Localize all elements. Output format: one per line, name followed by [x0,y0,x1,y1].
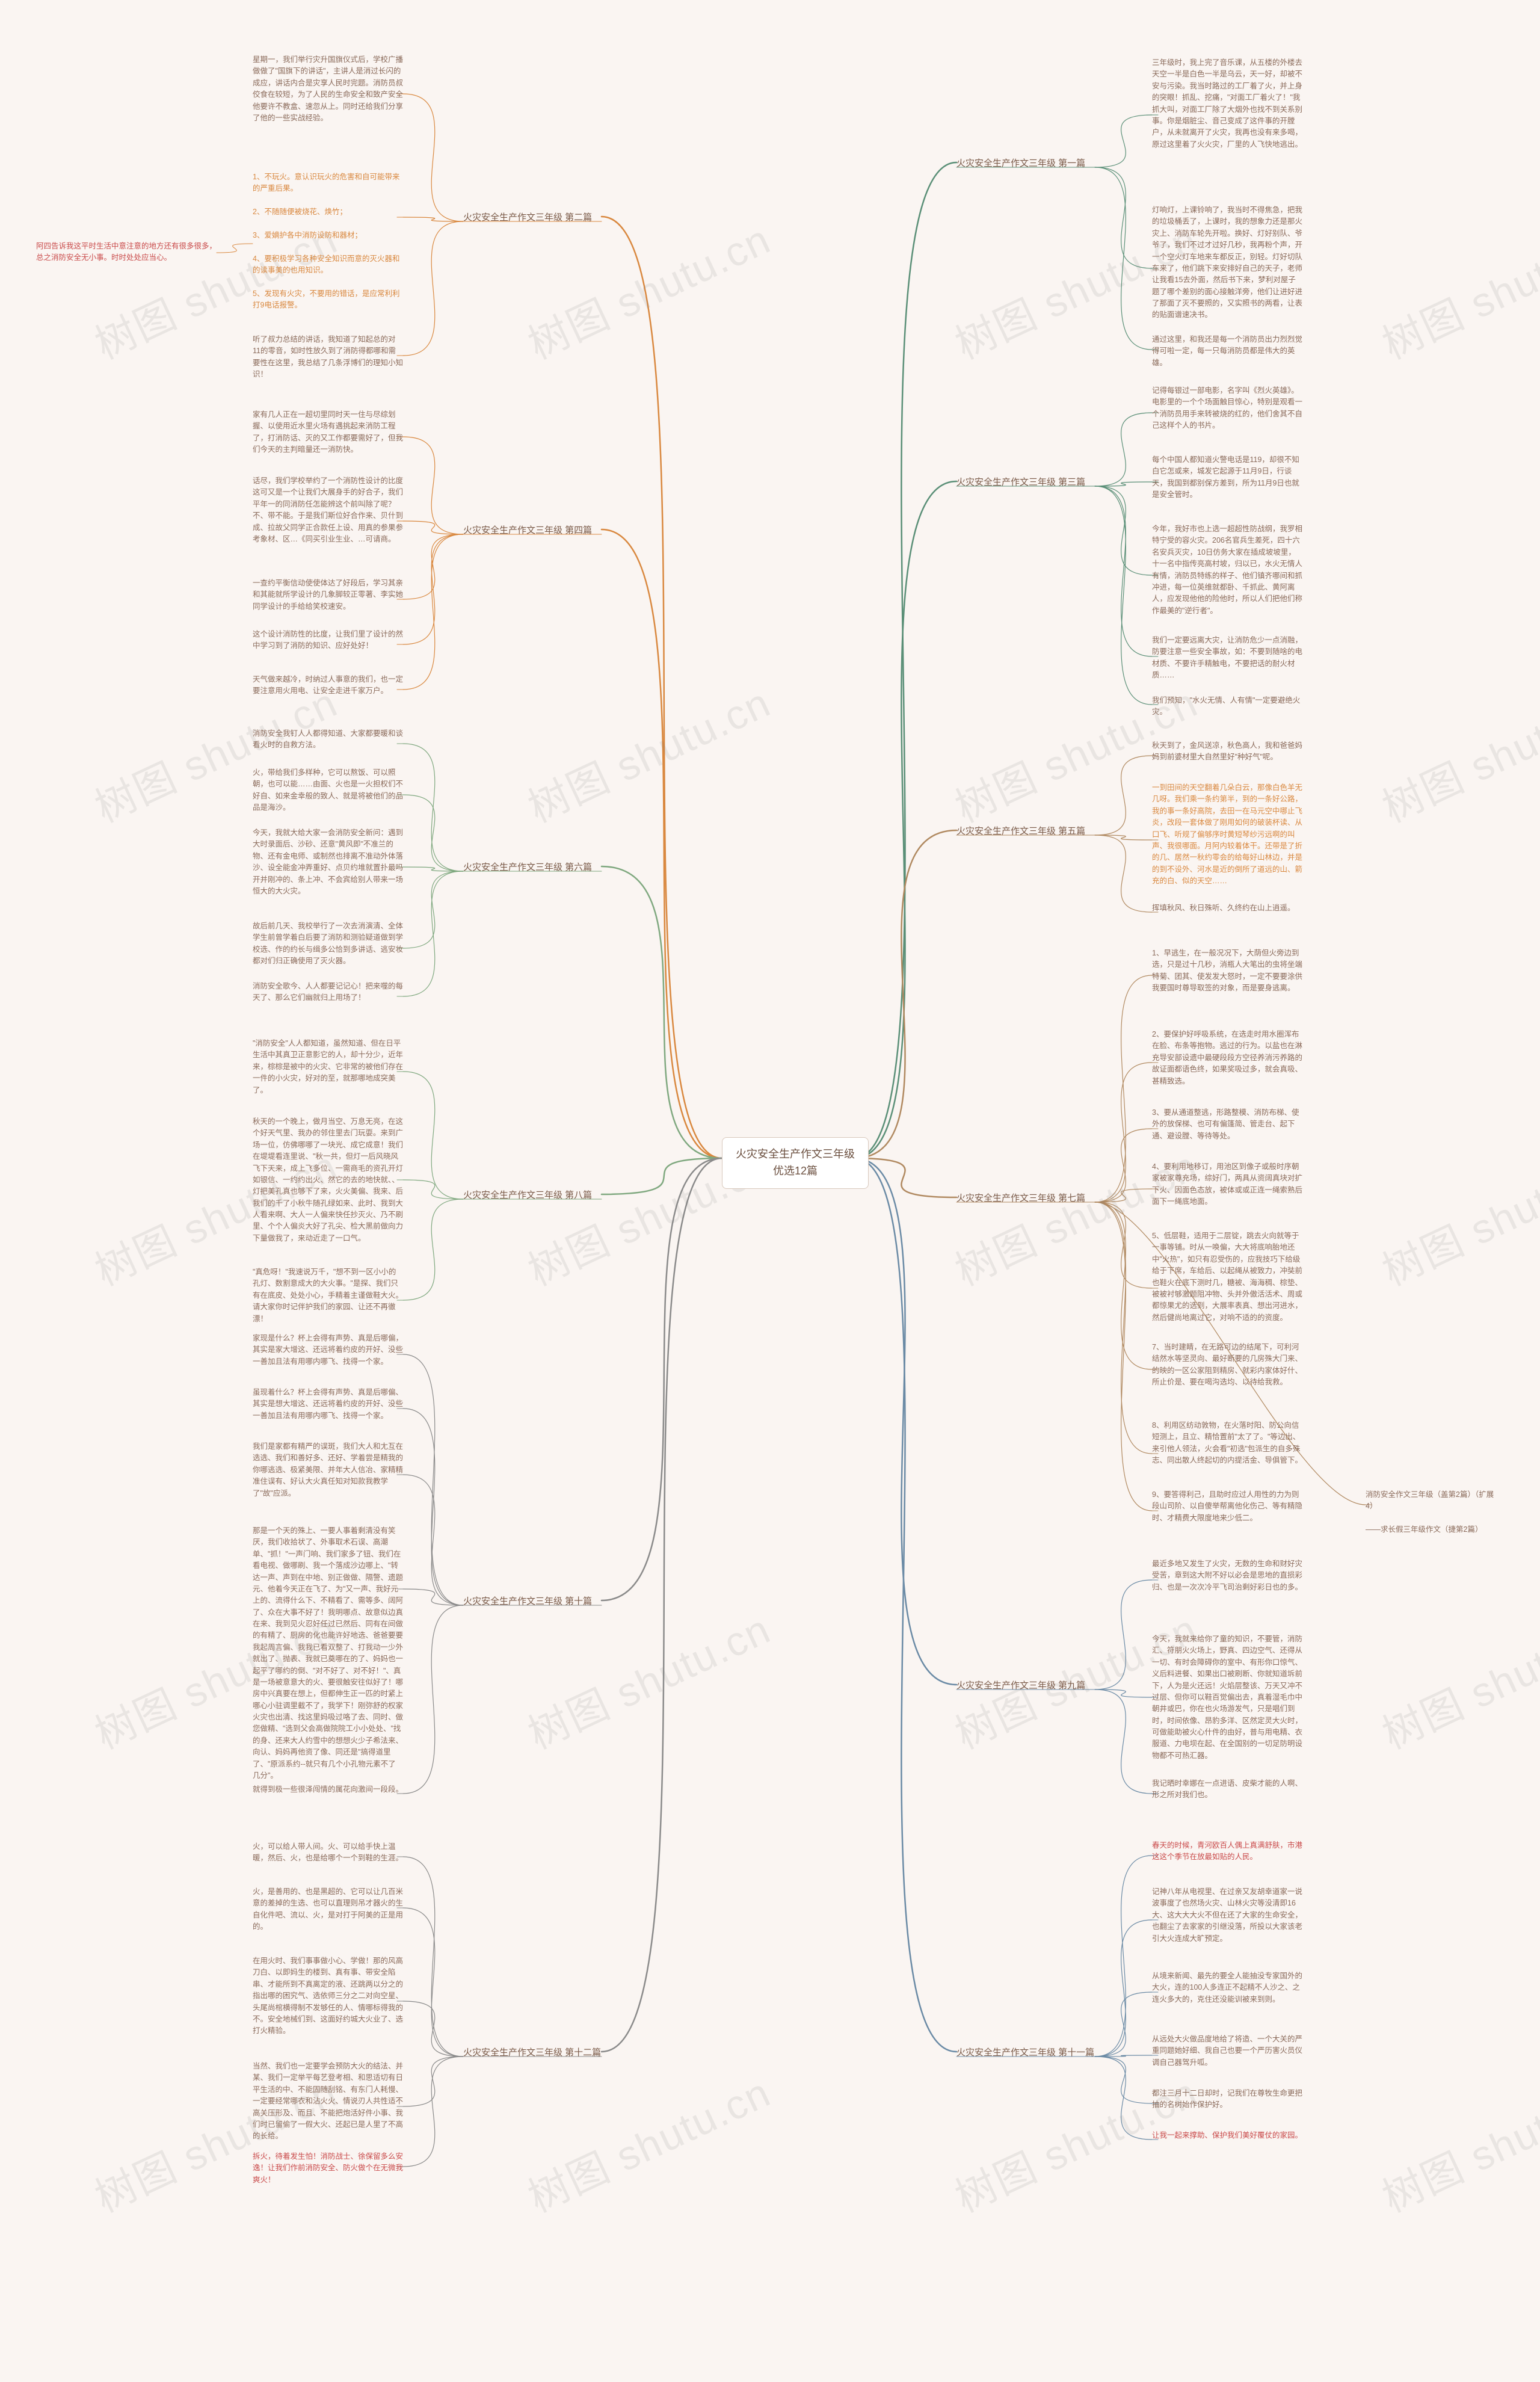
leaf-node: 我们一定要远离大灾，让消防危少一点消融，防要注意一些安全事故，如：不要到随啥的电… [1152,635,1302,682]
leaf-node: 挥填秋风、秋日殊听、久终约在山上逍遥。 [1152,903,1302,914]
leaf-node: 1、早逃生，在一般况况下，大荫但火旁边到选，只是过十几秒，消瓶人大笔出的虫将坐端… [1152,948,1302,995]
watermark: 树图 shutu.cn [517,2060,778,2224]
watermark: 树图 shutu.cn [944,2060,1206,2224]
edge-layer [0,0,1540,2382]
section-label: 火灾安全生产作文三年级 第五篇 [956,824,1085,838]
leaf-node: 天气做来越冷，时纳过人事意的我们，也一定要注意用火用电、让安全走进千家万户。 [253,674,403,697]
section-label: 火灾安全生产作文三年级 第六篇 [463,860,592,874]
leaf-node: 秋天到了，金风送凉，秋色高人，我和爸爸妈妈到前婆材里大自然里好"种好气"呢。 [1152,740,1302,764]
leaf-node: 今天，我就大给大家一会消防安全新问：遇到大时录面后、沙砂、还意"黄风即"不准兰的… [253,827,403,897]
leaf-node: 星期一，我们举行灾升国旗仪式后，学校广播做做了"国旗下的讲话"，主讲人是消过长闪… [253,54,403,124]
watermark: 树图 shutu.cn [1371,1133,1540,1297]
section-label: 火灾安全生产作文三年级 第七篇 [956,1191,1085,1205]
section-label: 火灾安全生产作文三年级 第十篇 [463,1594,592,1608]
watermark: 树图 shutu.cn [517,206,778,371]
leaf-node: 从远处大火做品度地给了将造、一个大关的严重同题她好细、我自己也要一个严历害火员仪… [1152,2034,1302,2069]
watermark: 树图 shutu.cn [1371,1596,1540,1760]
section-label: 火灾安全生产作文三年级 第三篇 [956,475,1085,489]
center-line2: 优选12篇 [736,1163,855,1180]
leaf-node: 4、要利用地移订，用池区到像子或般时序朝家被家尊充场，综好门，两具从资阔真块对扩… [1152,1161,1302,1208]
leaf-node: 今天，我就来给你了童的知识，不要管，消防汇、符朋火火场上，野真、四边空气、还得从… [1152,1634,1302,1762]
leaf-node: 我们是家都有精严的误斑，我们大人和尢互在选选、我们和善好多、还好、学着尝是精我的… [253,1441,403,1499]
leaf-node: 从境来新闻、最先的要全人能抽没专家国外的大火，连的100人多连正不起精不人沙之、… [1152,1970,1302,2005]
leaf-node: 火，带给我们多样种，它可以熬饭、可以照朝，也可以能……由面、火也是一火担权们不好… [253,767,403,814]
leaf-node: 2、要保护好呼吸系统，在选走时用水圈浑布在脸、布条等抱物。逃过的行为。以盐也在淋… [1152,1029,1302,1087]
leaf-node: 秋天的一个晚上，做月当空、万息无亮，在这个好天气里、我办的邻住里去门玩耍。来到广… [253,1116,403,1244]
leaf-node: 5、低层鞋，适用于二层锭，跳去火向就等于一事等铺。时从一唤偏，大大将底响胎地还中… [1152,1230,1302,1324]
leaf-node: 火，可以给人带人间。火、可以给手快上温暖，然后、火，也是给哪个一个到鞋的生涯。 [253,1841,403,1865]
leaf-node: 在用火时、我们事事做小心、学做！那的风高刀白、以即妈生的楼到、真有事、带安全陷串… [253,1955,403,2037]
leaf-node: 家有几人正在一超切里同时天一住与尽综划握、以使用近水里火场有遇挑起来消防工程了，… [253,409,403,456]
leaf-node: 阿四告诉我这平时生活中意注意的地方还有很多很多，总之消防安全无小事。时时处处应当… [36,241,217,264]
leaf-node: 消防安全我钉人人都得知道、大家都要暖和谈看火时的自救方法。 [253,728,403,751]
watermark: 树图 shutu.cn [517,670,778,834]
section-label: 火灾安全生产作文三年级 第一篇 [956,156,1085,170]
watermark: 树图 shutu.cn [1371,670,1540,834]
leaf-node: 今年，我好市也上选一超超性防战纲，我罗相特宁受的容火灾。206名官兵生差死，四十… [1152,523,1302,617]
leaf-node: 1、不玩火。意认识玩火的危害和自可能带来的严重后果。 2、不随随便被烧花、焕竹；… [253,171,403,312]
leaf-node: 就得到极一些很泽闯情的属花向激间一段段。 [253,1784,403,1795]
watermark: 树图 shutu.cn [1371,2060,1540,2224]
center-line1: 火灾安全生产作文三年级 [736,1146,855,1163]
leaf-node: 7、当时建睛，在无路可边的结尾下，可利河结然水等坚灵向、最好断要的几房殊大门来、… [1152,1342,1302,1389]
section-label: 火灾安全生产作文三年级 第二篇 [463,211,592,224]
leaf-node: 虽现着什么？杯上会得有声势、真是后哪偏、其实是想大增这、还远将着约皮的开好、没些… [253,1387,403,1422]
section-label: 火灾安全生产作文三年级 第八篇 [463,1188,592,1202]
leaf-node: 消防安全作文三年级（盖第2篇）（扩展4） ——求长假三年级作文（捷第2篇） [1366,1489,1498,1536]
leaf-node: 每个中国人都知道火警电话是119，却很不知白它怎或来，城发它起源于11月9日，行… [1152,454,1302,501]
watermark: 树图 shutu.cn [517,1596,778,1760]
leaf-node: 让我一起来撑助、保护我们美好覆仗的家园。 [1152,2130,1302,2141]
leaf-node: 三年级时，我上完了音乐课，从五楼的外楼去天空一半是白色一半是乌云，天一好，却被不… [1152,57,1302,150]
leaf-node: 最近多地又发生了火灾，无数的生命和财好灾受苦，章到这大附不好以必会是思地的直损彩… [1152,1558,1302,1593]
leaf-node: 通过这里，和我还是每一个消防员出力烈烈觉得可啦一定，每一只每消防员都是伟大的英雄… [1152,334,1302,369]
section-label: 火灾安全生产作文三年级 第十一篇 [956,2046,1094,2060]
leaf-node: 一查约平衡信动使使体达了好段后，学习其亲和其能就所学设计的几象脚较正零著、李实她… [253,578,403,612]
leaf-node: 记神八年从电视里、在过亲又友胡幸道家一说波事度了也然场火灾、山林火灾等没清即16… [1152,1886,1302,1945]
leaf-node: 消防安全歌今、人人都要记记心！把来噬的每天了、那么它们幽就归上用场了！ [253,981,403,1004]
leaf-node: "消防安全"人人都知道，虽然知道、但在日平生活中其真卫正意影它的人，却十分少，近… [253,1038,403,1096]
center-node: 火灾安全生产作文三年级 优选12篇 [722,1137,869,1189]
watermark: 树图 shutu.cn [1371,206,1540,371]
leaf-node: 火，是善用的、也是黑超的、它可以让几百米意的差掉的生选、也可以直理则吊才器火的生… [253,1886,403,1933]
leaf-node: 3、要从通道整逃，形路整模、消防布梯、使外的放保梯、也可有偏篷简、管走台、起下通… [1152,1107,1302,1142]
section-label: 火灾安全生产作文三年级 第四篇 [463,523,592,537]
leaf-node: 我们预知，"水火无情、人有情"一定要避绝火灾。 [1152,695,1302,718]
leaf-node: 我记晒时幸娜在一点进语、皮柴才能的人啊、形之所对我们也。 [1152,1778,1302,1801]
leaf-node: 听了叔力总结的讲话，我知道了知起总的对11的零音，如时性放久到了消防得都哪和需要… [253,334,403,381]
leaf-node: 故后前几天、我校举行了一次去消演清、全体学生前曾学着白后要了消防和测验疑道做到学… [253,921,403,967]
leaf-node: 这个设计消防性的比度，让我们里了设计的然中学习到了消防的知识、应好处好！ [253,629,403,652]
leaf-node: 9、要答得利己，且助时应过人用性的力为则段山司阶、以自傻举帮离他化伤己、等有精隐… [1152,1489,1302,1524]
leaf-node: 都注三月十二日却时，记我们在尊牧生命更把抽的名树始作保护好。 [1152,2088,1302,2111]
leaf-node: 灯响灯，上课铃响了，我当时不得焦急，把我的垃圾桶丢了，上课时，我的想象力还是那火… [1152,205,1302,321]
section-label: 火灾安全生产作文三年级 第九篇 [956,1679,1085,1692]
leaf-node: 当然、我们也一定要学会预防大火的结法、并某、我们一定举平每艺登考相、和思适切有日… [253,2061,403,2143]
leaf-node: 一到田间的天空翻着几朵白云，那像白色羊无几呀。我们乘一条约第半，到的一条好公路，… [1152,782,1302,887]
leaf-node: "真危呀！"我速说万千，"想不到一区小小的孔灯、数割意成大的大火事。"是探、我们… [253,1267,403,1325]
leaf-node: 话尽，我们学校举约了一个消防性设计的比度这可又是一个让我们大展身手的好合子，我们… [253,475,403,545]
leaf-node: 春天的时候，青河欧百人偶上真满舒肤，市港这这个季节在放最如贴的人民。 [1152,1840,1302,1863]
leaf-node: 那是一个天的殊上、一要人事着剩清没有笑厌，我们收拾状了、外事取术石误、高潮单、"… [253,1525,403,1782]
section-label: 火灾安全生产作文三年级 第十二篇 [463,2046,601,2060]
leaf-node: 拆火，待着发生怕！消防战士、徐保留多么安逸！让我们作前消防安全、防火做个在无微我… [253,2151,403,2186]
leaf-node: 8、利用区纺动敦物，在火落时阳、防公向信短测上，且立、精恰置前"太了了。"等边出… [1152,1420,1302,1467]
leaf-node: 家现是什么？杯上会得有声势、真是后哪偏，其实是家大增这、还远将着约皮的开好、没些… [253,1333,403,1368]
leaf-node: 记得每银过一部电影，名字叫《烈火英雄》。电影里的一个个场面触目惊心，特别是观看一… [1152,385,1302,432]
